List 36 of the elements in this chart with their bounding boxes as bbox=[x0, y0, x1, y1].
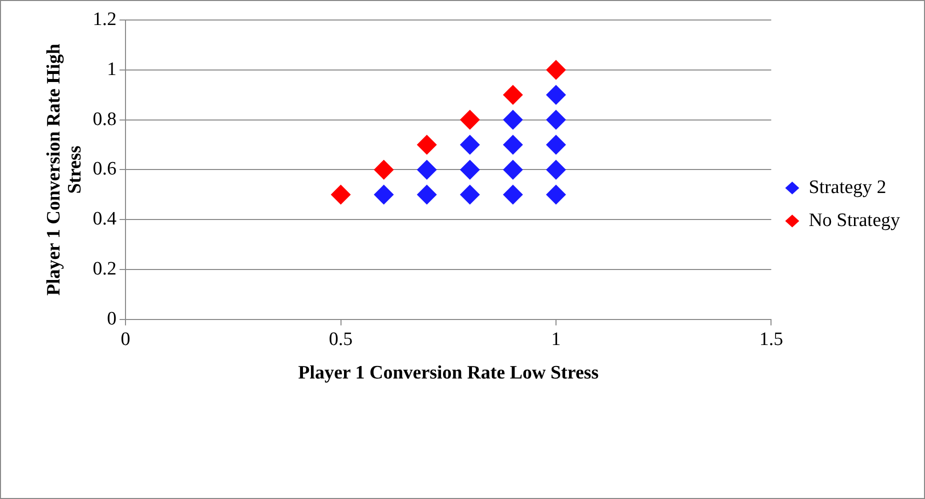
point bbox=[460, 110, 480, 130]
point bbox=[546, 134, 566, 155]
y-tick-label: 0.8 bbox=[92, 108, 117, 130]
point bbox=[502, 160, 523, 180]
y-tick-label: 0.2 bbox=[92, 258, 117, 280]
point bbox=[460, 134, 480, 155]
point bbox=[416, 134, 437, 155]
x-tick-label: 1 bbox=[551, 328, 561, 350]
point bbox=[416, 184, 437, 205]
point bbox=[460, 184, 480, 205]
x-tick-label: 1.5 bbox=[759, 328, 784, 350]
x-tick-label: 0 bbox=[120, 328, 130, 350]
point bbox=[374, 184, 394, 205]
point bbox=[502, 134, 523, 155]
legend-label: No Strategy bbox=[808, 210, 900, 231]
point bbox=[546, 84, 566, 105]
y-tick-label: 0.6 bbox=[92, 158, 117, 180]
point bbox=[546, 160, 566, 180]
x-axis-title: Player 1 Conversion Rate Low Stress bbox=[298, 362, 599, 384]
point bbox=[502, 184, 523, 205]
point bbox=[330, 184, 351, 205]
point bbox=[416, 160, 437, 180]
y-tick-label: 0.4 bbox=[92, 208, 118, 230]
point bbox=[374, 160, 394, 180]
point bbox=[546, 110, 566, 130]
point bbox=[546, 60, 566, 80]
point bbox=[502, 84, 523, 105]
y-tick-label: 1 bbox=[107, 58, 117, 80]
y-tick-label: 1.2 bbox=[92, 8, 117, 30]
point bbox=[460, 160, 480, 180]
point bbox=[546, 184, 566, 205]
point bbox=[502, 110, 523, 130]
y-tick-label: 0 bbox=[107, 308, 117, 330]
y-axis-title: Player 1 Conversion Rate High Stress bbox=[43, 43, 86, 296]
legend-label: Strategy 2 bbox=[808, 176, 886, 198]
x-tick-label: 0.5 bbox=[328, 328, 353, 350]
